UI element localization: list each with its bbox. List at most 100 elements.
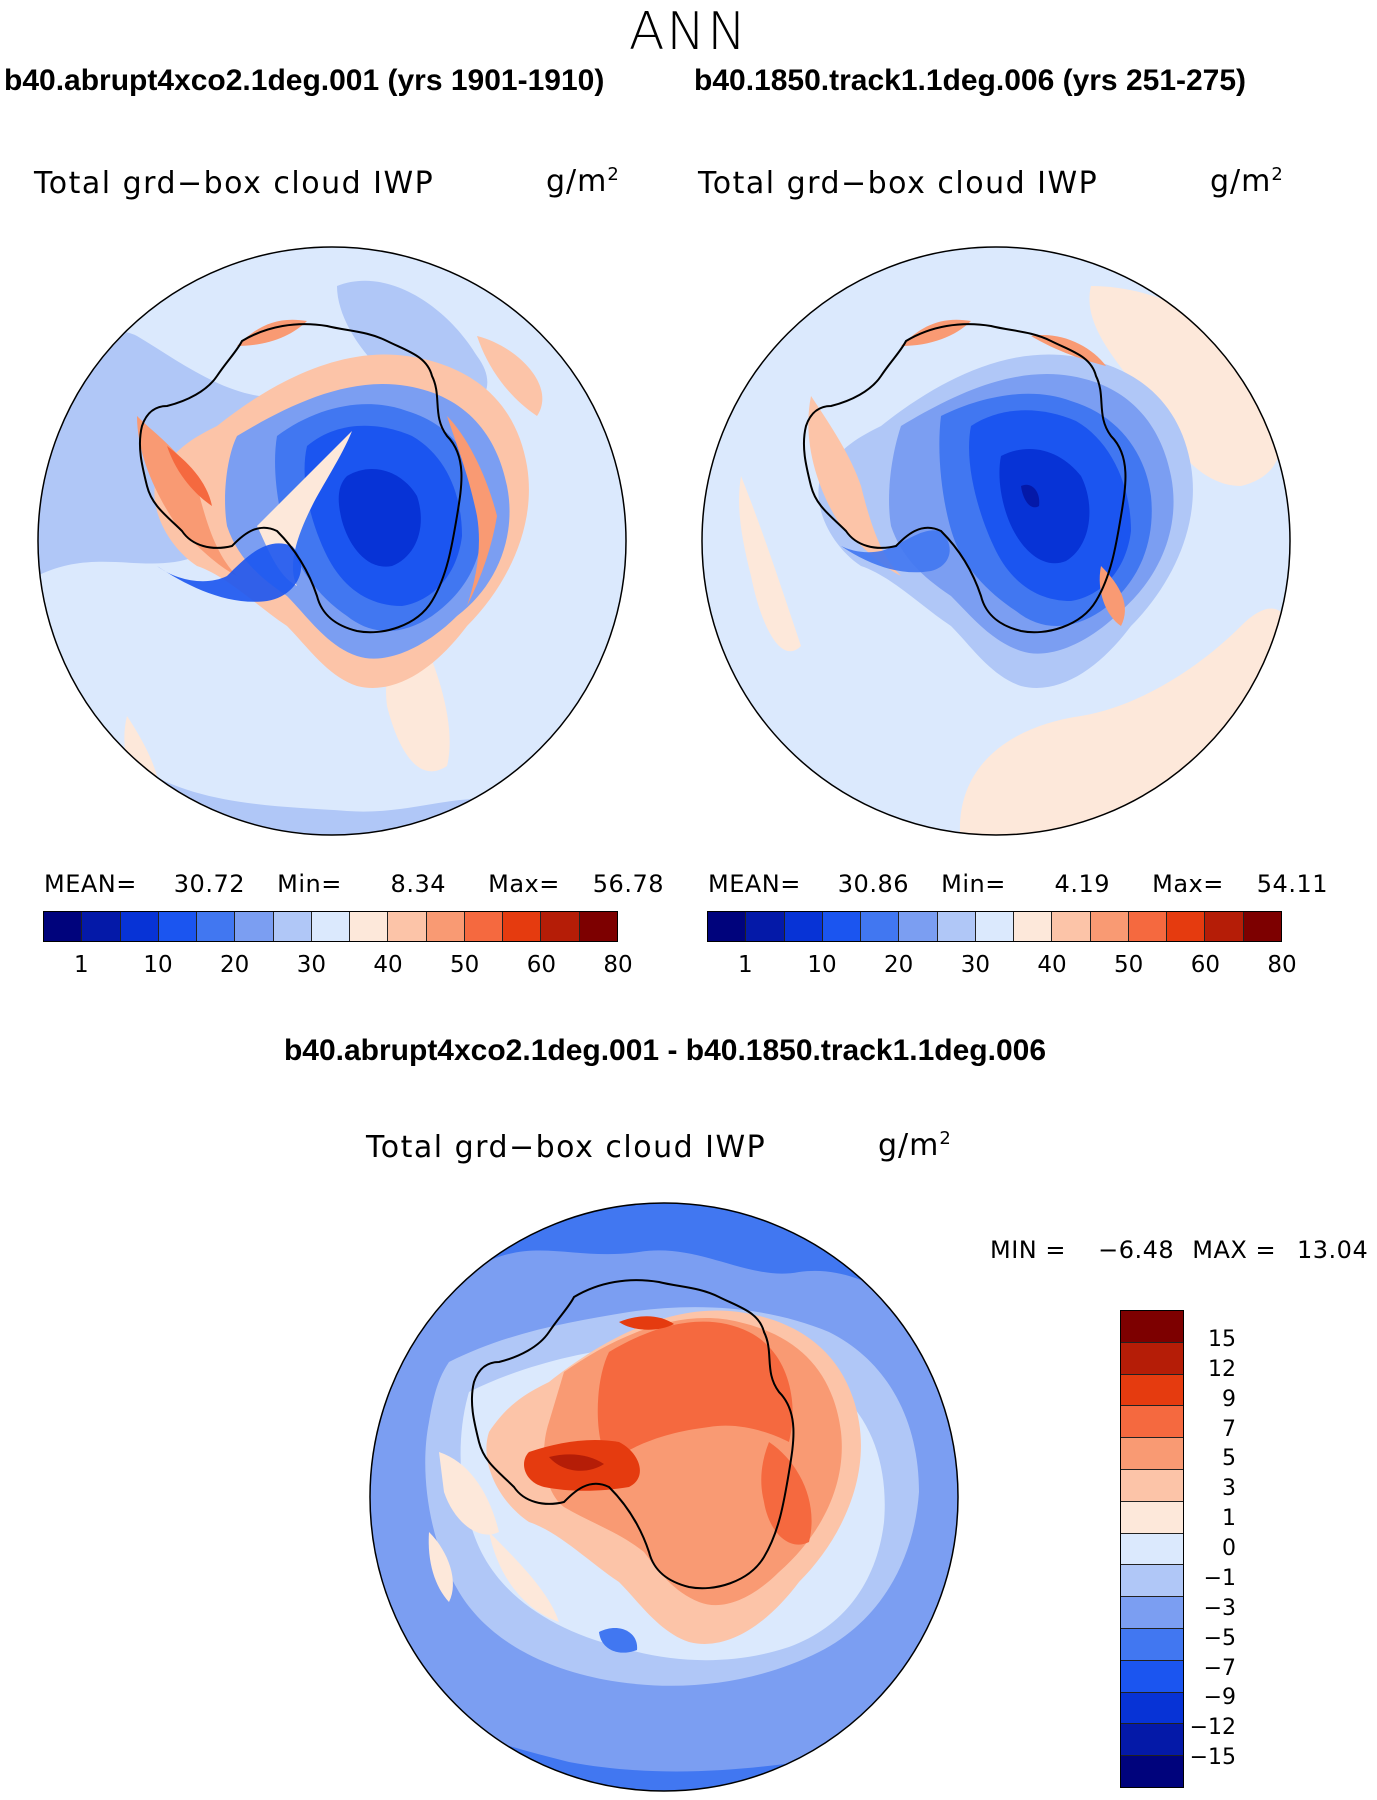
- diff-colorbar: [1120, 1310, 1184, 1788]
- colorbar-cell: [82, 912, 121, 941]
- panel-2-min-label: Min=: [941, 870, 1006, 898]
- diff-title: b40.abrupt4xco2.1deg.001 - b40.1850.trac…: [283, 1034, 1047, 1067]
- colorbar-cell: [311, 912, 351, 941]
- colorbar-cell: [899, 912, 938, 941]
- colorbar-tick-label: 30: [296, 952, 326, 978]
- colorbar-cell: [158, 912, 198, 941]
- colorbar-tick-label: −5: [1203, 1625, 1236, 1651]
- colorbar-cell: [579, 912, 617, 941]
- colorbar-tick-label: 9: [1222, 1386, 1236, 1412]
- diff-units: g/m2: [878, 1128, 952, 1163]
- panel-1-mean-value: 30.72: [173, 870, 245, 898]
- colorbar-tick-label: 30: [960, 952, 990, 978]
- colorbar-tick-label: −9: [1203, 1685, 1236, 1711]
- panel-2-variable: Total grd−box cloud IWP: [698, 166, 1099, 201]
- diff-colorbar-ticks: 15 12 9 7 5 3 1 0 −1 −3 −5 −7 −9 −12 −15: [1176, 1310, 1246, 1788]
- panel-1-mean-label: MEAN=: [44, 870, 137, 898]
- colorbar-cell: [1121, 1660, 1183, 1693]
- colorbar-tick-label: −15: [1189, 1745, 1236, 1771]
- panel-1-colorbar-ticks: 1 10 20 30 40 50 60 80: [43, 952, 633, 982]
- colorbar-cell: [937, 912, 976, 941]
- panel-2-stats: MEAN= 30.86 Min= 4.19 Max= 54.11: [708, 870, 1328, 898]
- colorbar-tick-label: 80: [603, 952, 633, 978]
- colorbar-tick-label: 7: [1222, 1416, 1236, 1442]
- panel-1-title: b40.abrupt4xco2.1deg.001 (yrs 1901-1910): [4, 64, 605, 97]
- panel-2-colorbar: [707, 911, 1282, 942]
- colorbar-cell: [746, 912, 785, 941]
- colorbar-cell: [1121, 1374, 1183, 1407]
- panel-2-min-value: 4.19: [1054, 870, 1110, 898]
- colorbar-cell: [120, 912, 159, 941]
- colorbar-cell: [388, 912, 427, 941]
- panel-2-mean-value: 30.86: [837, 870, 909, 898]
- colorbar-cell: [1121, 1756, 1183, 1787]
- colorbar-cell: [1121, 1597, 1183, 1629]
- colorbar-tick-label: 0: [1222, 1536, 1236, 1561]
- diff-min-label: MIN =: [990, 1236, 1066, 1264]
- colorbar-cell: [503, 912, 542, 941]
- colorbar-cell: [1121, 1501, 1183, 1534]
- colorbar-cell: [708, 912, 747, 941]
- colorbar-tick-label: 50: [450, 952, 480, 978]
- colorbar-cell: [1128, 912, 1168, 941]
- panel-1-max-label: Max=: [488, 870, 560, 898]
- colorbar-tick-label: 50: [1114, 952, 1144, 978]
- panel-1-min-value: 8.34: [390, 870, 446, 898]
- panel-1-max-value: 56.78: [592, 870, 664, 898]
- colorbar-tick-label: 60: [1190, 952, 1220, 978]
- colorbar-cell: [1167, 912, 1206, 941]
- colorbar-tick-label: 80: [1267, 952, 1297, 978]
- colorbar-cell: [1090, 912, 1129, 941]
- colorbar-tick-label: −12: [1189, 1715, 1236, 1741]
- colorbar-tick-label: 1: [74, 952, 89, 978]
- colorbar-cell: [1121, 1628, 1183, 1661]
- season-title: ANN: [628, 2, 749, 62]
- panel-2-units: g/m2: [1210, 164, 1284, 199]
- colorbar-tick-label: 40: [373, 952, 403, 978]
- panel-2-max-label: Max=: [1152, 870, 1224, 898]
- panel-2-title: b40.1850.track1.1deg.006 (yrs 251-275): [694, 64, 1247, 97]
- colorbar-cell: [784, 912, 823, 941]
- colorbar-cell: [1121, 1469, 1183, 1502]
- colorbar-cell: [1121, 1438, 1183, 1470]
- colorbar-cell: [1014, 912, 1053, 941]
- colorbar-cell: [861, 912, 900, 941]
- colorbar-tick-label: −7: [1203, 1655, 1236, 1681]
- colorbar-cell: [235, 912, 274, 941]
- colorbar-tick-label: −3: [1203, 1595, 1236, 1621]
- panel-2-map: [701, 246, 1291, 836]
- colorbar-tick-label: −1: [1203, 1565, 1236, 1591]
- colorbar-cell: [1121, 1724, 1183, 1757]
- colorbar-cell: [1121, 1533, 1183, 1566]
- panel-1-units: g/m2: [546, 164, 620, 199]
- colorbar-cell: [350, 912, 389, 941]
- diff-min-value: −6.48: [1098, 1236, 1175, 1264]
- colorbar-cell: [1121, 1406, 1183, 1439]
- panel-1-stats: MEAN= 30.72 Min= 8.34 Max= 56.78: [44, 870, 664, 898]
- colorbar-cell: [1121, 1342, 1183, 1375]
- panel-1-colorbar: [43, 911, 618, 942]
- diff-variable: Total grd−box cloud IWP: [366, 1130, 767, 1165]
- colorbar-tick-label: 10: [807, 952, 837, 978]
- colorbar-tick-label: 20: [220, 952, 250, 978]
- colorbar-cell: [1121, 1311, 1183, 1343]
- diff-stats: MIN = −6.48 MAX = 13.04: [990, 1236, 1368, 1264]
- panel-1-variable: Total grd−box cloud IWP: [34, 166, 435, 201]
- panel-2-max-value: 54.11: [1256, 870, 1328, 898]
- colorbar-tick-label: 5: [1222, 1446, 1236, 1472]
- panel-1-min-label: Min=: [277, 870, 342, 898]
- colorbar-cell: [44, 912, 83, 941]
- colorbar-cell: [426, 912, 465, 941]
- colorbar-tick-label: 12: [1208, 1356, 1236, 1382]
- diff-max-label: MAX =: [1192, 1236, 1277, 1264]
- colorbar-cell: [541, 912, 580, 941]
- colorbar-tick-label: 1: [1222, 1506, 1236, 1532]
- colorbar-cell: [822, 912, 862, 941]
- colorbar-tick-label: 20: [884, 952, 914, 978]
- colorbar-cell: [1243, 912, 1281, 941]
- colorbar-cell: [197, 912, 236, 941]
- colorbar-cell: [1121, 1565, 1183, 1598]
- colorbar-cell: [975, 912, 1015, 941]
- panel-2-colorbar-ticks: 1 10 20 30 40 50 60 80: [707, 952, 1297, 982]
- colorbar-tick-label: 15: [1208, 1326, 1236, 1352]
